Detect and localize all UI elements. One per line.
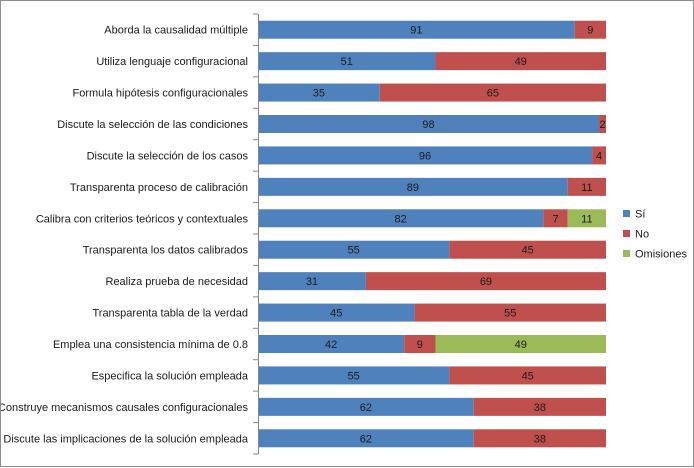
bar-value-label: 65 xyxy=(487,88,499,100)
bar-segment xyxy=(543,209,568,228)
category-label: Realiza prueba de necesidad xyxy=(106,276,249,288)
bar-segment xyxy=(473,429,606,448)
bar-value-label: 51 xyxy=(341,56,353,68)
bar-value-label: 11 xyxy=(581,213,592,225)
bar-value-label: 69 xyxy=(480,276,492,288)
bar-value-label: 55 xyxy=(348,370,360,382)
bar-segment xyxy=(379,83,606,102)
bar-segment xyxy=(258,366,450,385)
bar-value-label: 45 xyxy=(330,308,342,320)
bar-value-label: 11 xyxy=(581,182,592,194)
bar-segment xyxy=(258,115,600,133)
bar-value-label: 49 xyxy=(515,56,527,68)
bar-segment xyxy=(567,177,606,196)
bar-value-label: 62 xyxy=(360,402,372,414)
category-label: Aborda la causalidad múltiple xyxy=(104,25,248,37)
bar-value-label: 9 xyxy=(417,339,423,351)
category-label: Transparenta los datos calibrados xyxy=(83,245,249,257)
bar-segment xyxy=(258,83,380,102)
category-label: Utiliza lenguaje configuracional xyxy=(96,56,248,68)
legend-entry: Omisiones xyxy=(635,249,687,261)
bar-segment xyxy=(599,115,606,133)
bar-value-label: 89 xyxy=(407,182,419,194)
bar-value-label: 91 xyxy=(410,25,422,37)
bar-segment xyxy=(258,209,544,228)
category-label: Discute la selección de las condiciones xyxy=(57,119,248,131)
bar-value-label: 7 xyxy=(552,213,558,225)
bar-segment xyxy=(365,272,606,291)
bar-segment xyxy=(435,335,606,353)
bar-value-label: 38 xyxy=(534,433,546,445)
bar-segment xyxy=(258,20,575,39)
category-label: Transparenta proceso de calibración xyxy=(70,182,248,194)
category-label: Construye mecanismos causales configurac… xyxy=(1,402,248,414)
bar-value-label: 42 xyxy=(325,339,337,351)
bar-value-label: 62 xyxy=(360,433,372,445)
bar-segment xyxy=(258,335,405,353)
category-label: Especifica la solución empleada xyxy=(91,370,248,382)
bar-segment xyxy=(258,52,436,71)
bar-segment xyxy=(592,146,606,165)
legend-entry: Sí xyxy=(635,209,645,221)
bar-value-label: 35 xyxy=(313,88,325,100)
bar-value-label: 31 xyxy=(306,276,318,288)
bar-value-label: 82 xyxy=(395,213,407,225)
bar-segment xyxy=(258,429,474,448)
bar-value-label: 45 xyxy=(522,370,534,382)
bar-segment xyxy=(473,397,606,416)
legend-entry: No xyxy=(635,229,649,241)
legend-swatch xyxy=(623,250,630,257)
bar-value-label: 98 xyxy=(422,119,434,131)
bar-segment xyxy=(449,366,606,385)
category-label: Calibra con criterios teóricos y context… xyxy=(36,213,249,225)
bar-segment xyxy=(574,20,606,39)
bar-segment xyxy=(404,335,436,353)
category-label: Transparenta tabla de la verdad xyxy=(92,308,248,320)
bar-value-label: 96 xyxy=(419,150,431,162)
bar-segment xyxy=(258,303,415,322)
bar-value-label: 2 xyxy=(599,119,605,131)
category-label: Formula hipótesis configuracionales xyxy=(73,88,249,100)
bar-value-label: 4 xyxy=(596,150,602,162)
bar-segment xyxy=(449,240,606,259)
category-label: Discute la selección de los casos xyxy=(87,150,249,162)
bar-value-label: 45 xyxy=(522,245,534,257)
bar-segment xyxy=(258,397,474,416)
bar-segment xyxy=(414,303,606,322)
category-label: Discute las implicaciones de la solución… xyxy=(3,433,248,445)
bar-value-label: 49 xyxy=(515,339,527,351)
bar-segment xyxy=(435,52,606,71)
bar-segment xyxy=(258,146,593,165)
bar-segment xyxy=(258,240,450,259)
bar-segment xyxy=(567,209,606,228)
bar-value-label: 9 xyxy=(587,25,593,37)
bar-segment xyxy=(258,177,568,196)
legend-swatch xyxy=(623,210,630,217)
bar-value-label: 55 xyxy=(504,308,516,320)
legend-swatch xyxy=(623,230,630,237)
bar-value-label: 38 xyxy=(534,402,546,414)
bar-segment xyxy=(258,272,366,291)
category-label: Emplea una consistencia mínima de 0.8 xyxy=(53,339,248,351)
bar-value-label: 55 xyxy=(348,245,360,257)
